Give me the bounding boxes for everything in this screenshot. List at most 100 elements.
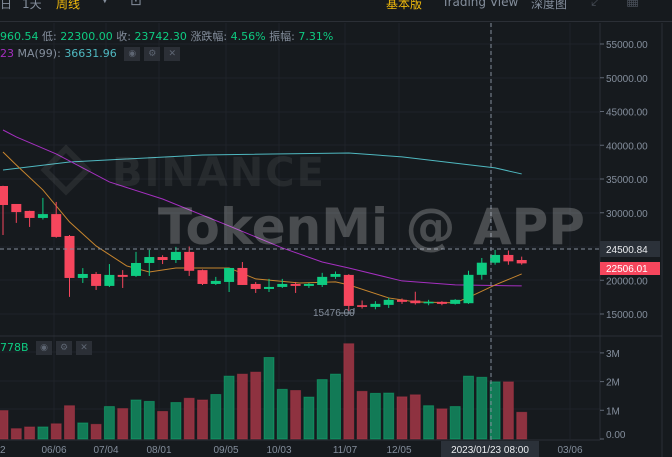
- time-tick-label: 09/05: [213, 445, 238, 456]
- volume-bar: [170, 402, 182, 440]
- volume-bar: [50, 423, 62, 440]
- view-depth-tab[interactable]: 深度图: [531, 0, 568, 11]
- volume-bar: [117, 408, 129, 440]
- price-tick-label: 20000.00: [606, 276, 648, 287]
- close-icon[interactable]: ✕: [76, 341, 93, 355]
- candle-body: [290, 283, 301, 286]
- caret-down-icon[interactable]: ▼: [101, 0, 109, 5]
- volume-value: 778B: [0, 341, 29, 354]
- gear-icon[interactable]: ⚙: [56, 341, 73, 355]
- candle-body: [37, 214, 48, 218]
- volume-bar: [130, 399, 142, 440]
- volume-bar: [303, 396, 315, 440]
- ma99-label: MA(99):: [17, 47, 61, 60]
- volume-tick-label: 1M: [606, 406, 620, 417]
- ma-legend: 23 MA(99): 36631.96 ◉ ⚙ ✕: [0, 47, 181, 61]
- volume-bar: [223, 375, 235, 440]
- grid-icon[interactable]: ▦: [626, 0, 640, 9]
- candle-body: [383, 299, 394, 305]
- price-tick-label: 15000.00: [606, 310, 648, 321]
- candle-body: [264, 286, 274, 289]
- view-basic-tab[interactable]: 基本版: [386, 0, 423, 11]
- volume-bar: [210, 394, 222, 440]
- close-icon[interactable]: ✕: [164, 47, 181, 61]
- candle-body: [357, 305, 368, 307]
- volume-bar: [143, 400, 155, 440]
- volume-bar: [316, 379, 328, 440]
- volume-legend: 778B ◉ ⚙ ✕: [0, 341, 93, 355]
- candle-body: [476, 262, 487, 275]
- volume-bar: [489, 381, 501, 440]
- time-tick-label: 10/03: [266, 445, 291, 456]
- chart-type-icon[interactable]: ⊡: [130, 0, 142, 9]
- volume-bar: [356, 390, 368, 440]
- volume-bar: [396, 396, 408, 440]
- view-tradingview-tab[interactable]: Trading View: [442, 0, 519, 9]
- time-tick-label: 06/06: [41, 445, 66, 456]
- volume-bar: [77, 422, 89, 440]
- volume-bar: [516, 411, 528, 440]
- time-tick-label: 2: [0, 445, 6, 456]
- change-label: 涨跌幅:: [190, 30, 228, 43]
- volume-bar: [369, 392, 381, 440]
- volume-bar: [236, 373, 248, 440]
- price-tick-label: 35000.00: [606, 175, 648, 186]
- volume-bar: [250, 371, 262, 440]
- crosshair-time-badge: [441, 441, 539, 457]
- candle-body: [303, 283, 314, 286]
- ma25-line: [2, 129, 522, 287]
- time-tick-label: 03/06: [557, 445, 582, 456]
- candle-body: [224, 267, 235, 282]
- volume-bar: [183, 397, 195, 440]
- candle-body: [436, 301, 447, 304]
- candle-body: [0, 186, 8, 205]
- low-label: 低:: [42, 30, 57, 43]
- volume-bar: [37, 426, 49, 440]
- ma99-value: 36631.96: [64, 47, 117, 60]
- volume-bar: [449, 406, 461, 440]
- ohlc-legend: 960.54 低: 22300.00 收: 23742.30 涨跌幅: 4.56…: [0, 28, 333, 44]
- candle-body: [330, 273, 341, 277]
- candle-body: [184, 251, 195, 271]
- candle-body: [197, 270, 208, 284]
- interval-week-tab[interactable]: 周线: [56, 0, 81, 11]
- volume-bar: [423, 405, 435, 440]
- volume-bar: [0, 410, 9, 440]
- volume-tick-label: 3M: [606, 349, 620, 360]
- candle-body: [277, 283, 288, 287]
- volume-tick-label: 0.00: [606, 430, 626, 441]
- crosshair-price-badge: [600, 241, 660, 257]
- volume-bar: [276, 388, 288, 440]
- candle-body: [450, 299, 461, 304]
- volume-bar: [103, 406, 115, 440]
- volume-bar: [90, 423, 102, 440]
- candle-body: [104, 274, 115, 286]
- candle-body: [144, 257, 155, 263]
- watermark-logo: BINANCE: [112, 150, 326, 196]
- watermark-text: TokenMi @ APP: [158, 198, 585, 256]
- price-tick-label: 50000.00: [606, 74, 648, 85]
- interval-day-tab[interactable]: 日: [0, 0, 13, 11]
- volume-bar: [263, 356, 275, 440]
- candle-body: [516, 260, 527, 264]
- price-tick-label: 40000.00: [606, 141, 648, 152]
- candle-body: [343, 274, 354, 306]
- gear-icon[interactable]: ⚙: [144, 47, 161, 61]
- volume-bar: [290, 389, 302, 440]
- candle-body: [317, 276, 328, 285]
- volume-bar: [436, 408, 448, 440]
- volume-bar: [409, 394, 421, 440]
- volume-bar: [64, 405, 75, 440]
- eye-icon[interactable]: ◉: [36, 341, 53, 355]
- expand-icon[interactable]: ⤢: [591, 0, 603, 9]
- interval-1d-tab[interactable]: 1天: [22, 0, 42, 11]
- candle-body: [463, 274, 474, 304]
- volume-bar: [476, 376, 488, 440]
- min-price-label: 15476.00: [313, 308, 355, 319]
- volume-bar: [24, 426, 36, 440]
- volume-bar: [330, 373, 341, 440]
- price-tick-label: 30000.00: [606, 209, 648, 220]
- eye-icon[interactable]: ◉: [124, 47, 141, 61]
- time-tick-label: 08/01: [146, 445, 171, 456]
